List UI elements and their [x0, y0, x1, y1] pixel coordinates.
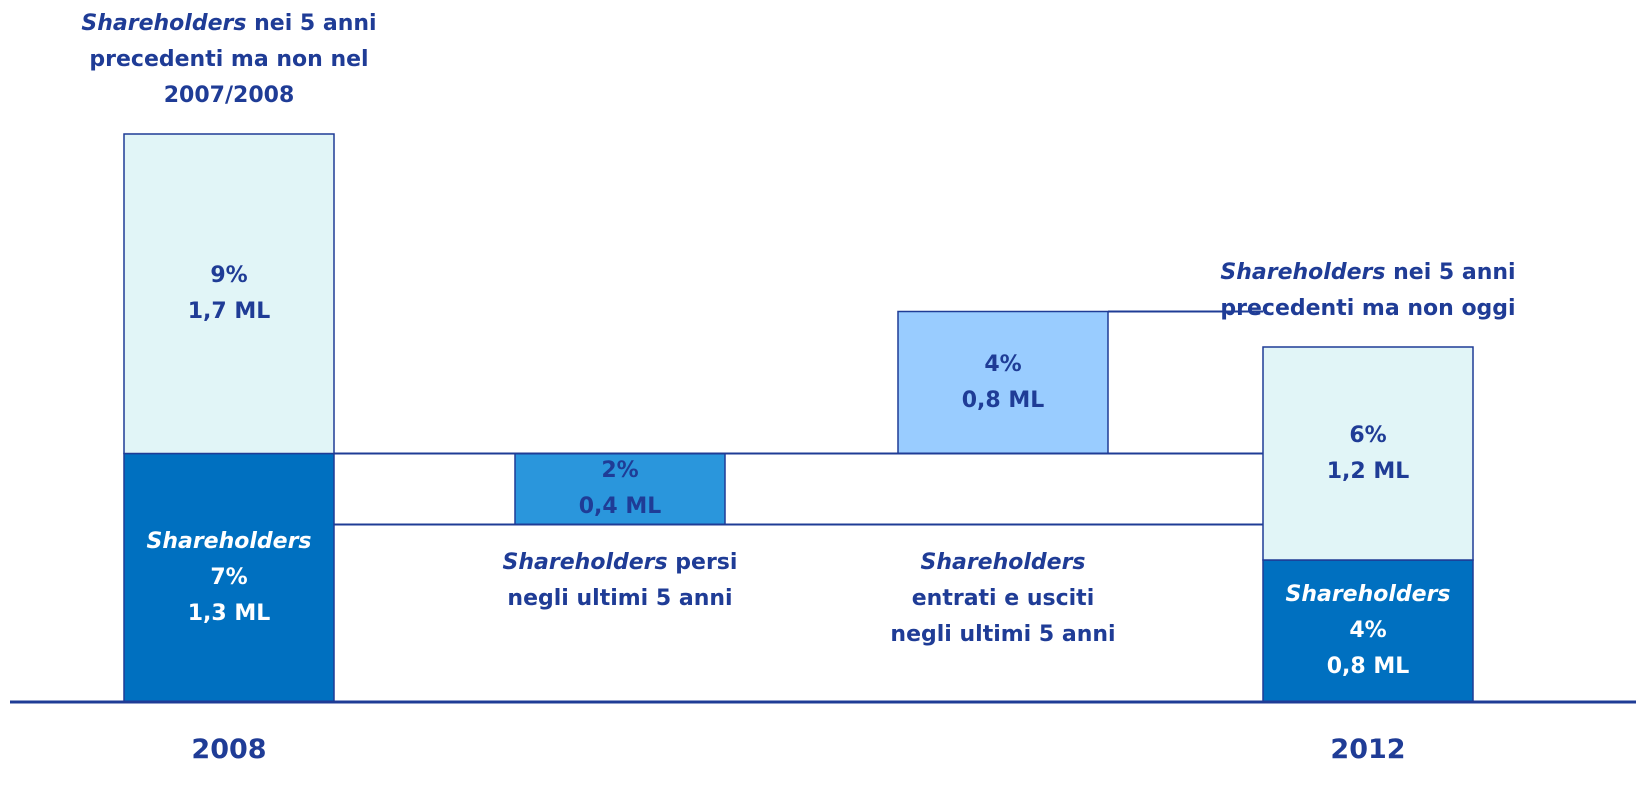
- bar-segment: [1262, 559, 1474, 703]
- italic-text: Shareholders: [81, 11, 247, 36]
- bar-label: 2% 0,4 ML: [515, 453, 725, 525]
- text: entrati e usciti negli ultimi 5 anni: [890, 585, 1116, 647]
- category: 2012: [1330, 734, 1406, 765]
- ml-label: 1,2 ML: [1326, 458, 1410, 484]
- italic-text: Shareholders: [920, 549, 1086, 575]
- bar: [897, 310, 1109, 455]
- value-label: 4%: [984, 351, 1022, 377]
- bar-caption: Shareholders entrati e usciti negli ulti…: [883, 545, 1123, 653]
- ml-label: 0,8 ML: [1326, 654, 1410, 679]
- italic-text: Shareholders: [1220, 260, 1386, 285]
- bar-label: Shareholders 4% 0,8 ML: [1263, 577, 1473, 685]
- bar-caption: Shareholders persi negli ultimi 5 anni: [500, 545, 740, 617]
- ml-label: 0,8 ML: [961, 387, 1045, 413]
- x-tick-label: 2008: [124, 734, 334, 765]
- bar-segment: [1262, 346, 1474, 561]
- value-label: 7%: [210, 564, 248, 590]
- text: nei 5 anni precedenti ma non oggi: [1220, 260, 1516, 321]
- series-name: Shareholders: [146, 528, 312, 554]
- category: 2008: [191, 734, 267, 765]
- series-name: Shareholders: [1285, 582, 1451, 607]
- value-label: 4%: [1349, 618, 1387, 643]
- text: persi negli ultimi 5 anni: [507, 549, 738, 611]
- value-label: 9%: [210, 262, 248, 288]
- ml-label: 0,4 ML: [578, 494, 662, 519]
- note: Shareholders nei 5 anni precedenti ma no…: [1218, 255, 1518, 327]
- bar-label: Shareholders 7% 1,3 ML: [124, 524, 334, 632]
- value-label: 2%: [601, 458, 639, 483]
- x-tick-label: 2012: [1263, 734, 1473, 765]
- note: Shareholders nei 5 anni precedenti ma no…: [79, 6, 379, 114]
- bar-segment: [123, 133, 335, 455]
- bar-label: 4% 0,8 ML: [898, 347, 1108, 419]
- bar-segment: [123, 452, 335, 703]
- bar-label: 6% 1,2 ML: [1263, 418, 1473, 490]
- ml-label: 1,3 ML: [187, 600, 271, 626]
- ml-label: 1,7 ML: [187, 298, 271, 324]
- italic-text: Shareholders: [502, 549, 668, 575]
- bar-label: 9% 1,7 ML: [124, 258, 334, 330]
- text: nei 5 anni precedenti ma non nel 2007/20…: [89, 11, 377, 108]
- value-label: 6%: [1349, 422, 1387, 448]
